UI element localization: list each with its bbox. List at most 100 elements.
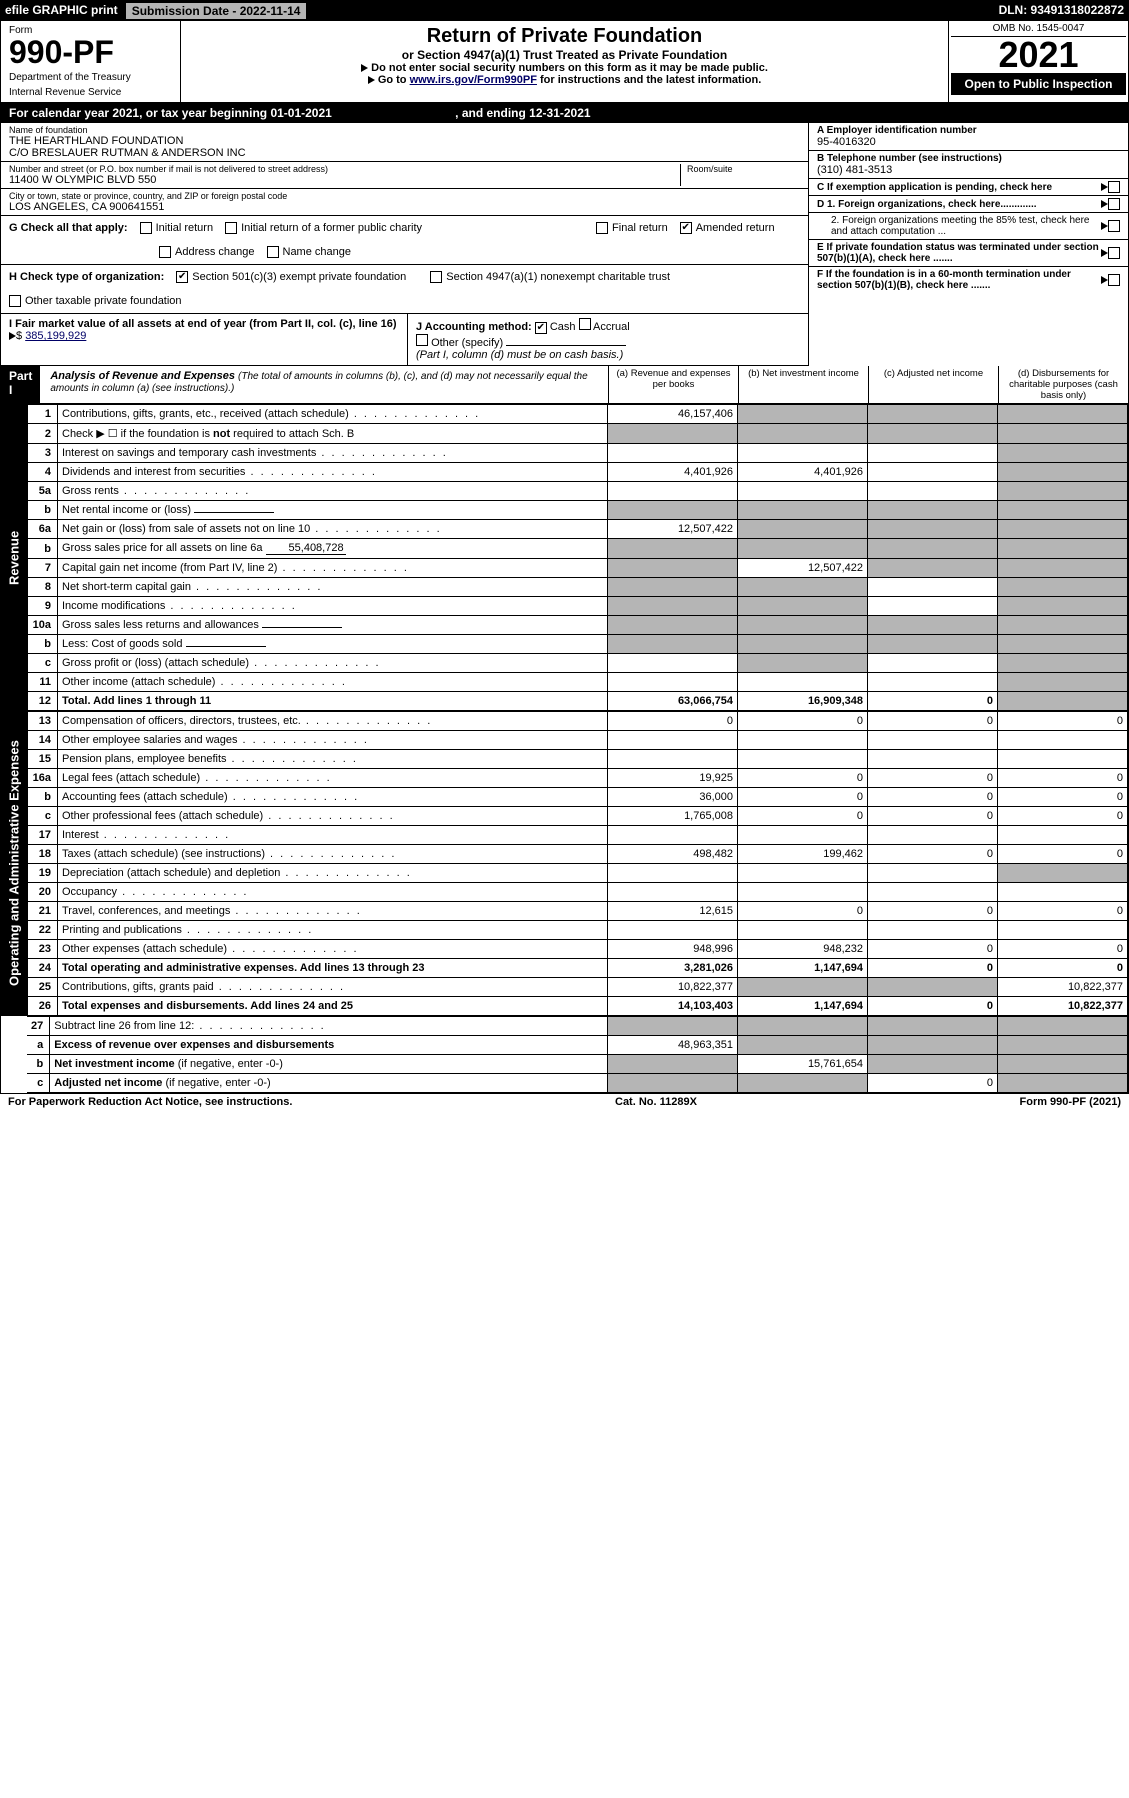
col-c	[868, 424, 998, 444]
cb-cash[interactable]	[535, 322, 547, 334]
col-b	[738, 883, 868, 902]
cb-initial-former[interactable]	[225, 222, 237, 234]
col-b	[738, 539, 868, 559]
cb-accrual[interactable]	[579, 318, 591, 330]
street-address: 11400 W OLYMPIC BLVD 550	[9, 174, 680, 186]
col-d	[998, 826, 1128, 845]
row-desc: Legal fees (attach schedule)	[58, 769, 608, 788]
row-num: 13	[28, 712, 58, 731]
col-b	[738, 578, 868, 597]
col-c	[868, 1036, 998, 1055]
col-a: 0	[608, 712, 738, 731]
col-c	[868, 883, 998, 902]
col-d	[998, 1017, 1128, 1036]
col-c: 0	[868, 788, 998, 807]
col-b: 12,507,422	[738, 559, 868, 578]
row-num: 6a	[28, 520, 58, 539]
row-desc: Interest	[58, 826, 608, 845]
row-num: 12	[28, 692, 58, 711]
form-header: Form 990-PF Department of the Treasury I…	[1, 21, 1128, 103]
page-footer: For Paperwork Reduction Act Notice, see …	[0, 1094, 1129, 1110]
cb-other-tax[interactable]	[9, 295, 21, 307]
cb-d2[interactable]	[1108, 220, 1120, 232]
col-d	[998, 463, 1128, 482]
j-note: (Part I, column (d) must be on cash basi…	[416, 349, 623, 361]
j-label: J Accounting method:	[416, 321, 532, 333]
row-num: c	[14, 1074, 50, 1093]
col-a	[608, 539, 738, 559]
tax-year: 2021	[951, 37, 1126, 73]
irs-link[interactable]: www.irs.gov/Form990PF	[410, 74, 537, 86]
col-b	[738, 1017, 868, 1036]
col-c: 0	[868, 997, 998, 1016]
col-c	[868, 482, 998, 501]
i-label: I Fair market value of all assets at end…	[9, 318, 397, 330]
cb-other-method[interactable]	[416, 334, 428, 346]
cb-c[interactable]	[1108, 181, 1120, 193]
col-d: 0	[998, 940, 1128, 959]
revenue-tab: Revenue	[1, 404, 27, 711]
row-num: 11	[28, 673, 58, 692]
col-b	[738, 750, 868, 769]
cb-name-change[interactable]	[267, 246, 279, 258]
row-desc: Net investment income (if negative, ente…	[50, 1055, 608, 1074]
row-desc: Gross profit or (loss) (attach schedule)	[58, 654, 608, 673]
col-c	[868, 463, 998, 482]
row-num: 9	[28, 597, 58, 616]
form-title: Return of Private Foundation	[185, 25, 944, 48]
col-a	[608, 482, 738, 501]
h-checks: H Check type of organization: Section 50…	[1, 265, 808, 314]
col-a	[608, 616, 738, 635]
foundation-name2: C/O BRESLAUER RUTMAN & ANDERSON INC	[9, 147, 800, 159]
h-label: H Check type of organization:	[9, 271, 164, 283]
cb-addr-change[interactable]	[159, 246, 171, 258]
col-d	[998, 1036, 1128, 1055]
row-desc: Compensation of officers, directors, tru…	[58, 712, 608, 731]
cb-final[interactable]	[596, 222, 608, 234]
revenue-table: 1Contributions, gifts, grants, etc., rec…	[27, 404, 1128, 711]
d1-label: D 1. Foreign organizations, check here..…	[817, 199, 1101, 210]
fmv-value[interactable]: 385,199,929	[25, 330, 86, 342]
note-ssn: Do not enter social security numbers on …	[371, 62, 768, 74]
col-c	[868, 978, 998, 997]
col-b: 1,147,694	[738, 959, 868, 978]
note-goto-post: for instructions and the latest informat…	[537, 74, 761, 86]
col-b: 0	[738, 712, 868, 731]
row-num: 20	[28, 883, 58, 902]
row-desc: Less: Cost of goods sold	[58, 635, 608, 654]
col-c	[868, 501, 998, 520]
row-desc: Interest on savings and temporary cash i…	[58, 444, 608, 463]
col-b	[738, 482, 868, 501]
cb-d1[interactable]	[1108, 198, 1120, 210]
col-a	[608, 1017, 738, 1036]
col-c	[868, 750, 998, 769]
cb-e[interactable]	[1108, 247, 1120, 259]
row-num: 24	[28, 959, 58, 978]
cb-f[interactable]	[1108, 274, 1120, 286]
col-b: 15,761,654	[738, 1055, 868, 1074]
col-a	[608, 635, 738, 654]
col-d	[998, 635, 1128, 654]
col-a	[608, 1055, 738, 1074]
cb-amended[interactable]	[680, 222, 692, 234]
col-c	[868, 673, 998, 692]
cb-initial[interactable]	[140, 222, 152, 234]
d2-label: 2. Foreign organizations meeting the 85%…	[817, 215, 1101, 237]
row-num: 8	[28, 578, 58, 597]
ein-value: 95-4016320	[817, 136, 1120, 148]
col-b: 199,462	[738, 845, 868, 864]
col-d: 10,822,377	[998, 997, 1128, 1016]
col-a	[608, 444, 738, 463]
opex-section: Operating and Administrative Expenses 13…	[1, 711, 1128, 1016]
row-desc: Check ▶ ☐ if the foundation is not requi…	[58, 424, 608, 444]
col-a: 46,157,406	[608, 405, 738, 424]
col-d	[998, 501, 1128, 520]
cb-4947[interactable]	[430, 271, 442, 283]
row-num: 21	[28, 902, 58, 921]
cb-501c3[interactable]	[176, 271, 188, 283]
col-b: 0	[738, 788, 868, 807]
form-subtitle: or Section 4947(a)(1) Trust Treated as P…	[185, 48, 944, 62]
row-desc: Net short-term capital gain	[58, 578, 608, 597]
col-d	[998, 921, 1128, 940]
row-num: 15	[28, 750, 58, 769]
